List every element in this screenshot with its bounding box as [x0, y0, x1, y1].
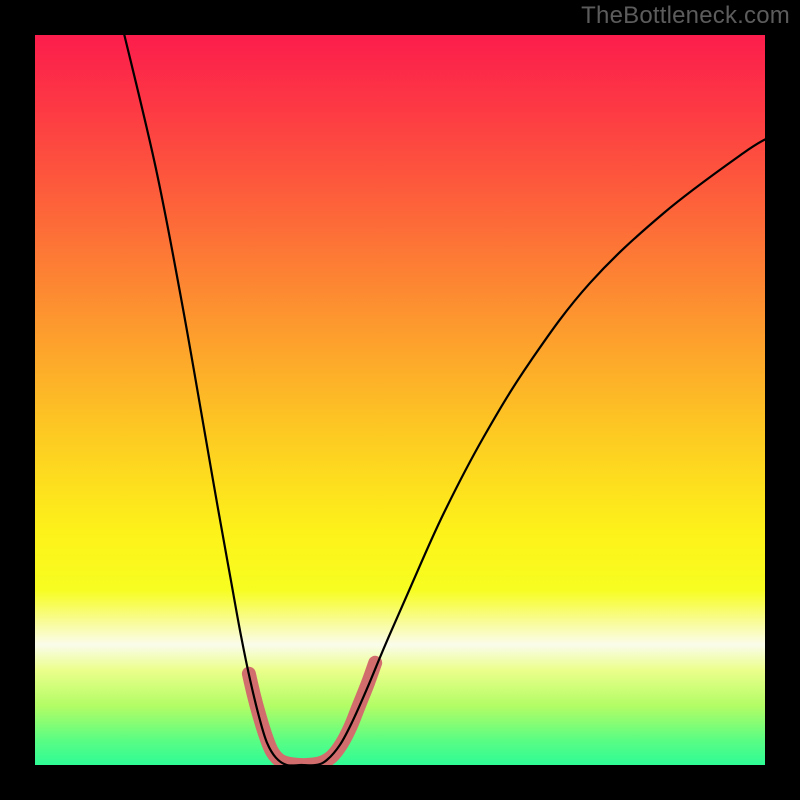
watermark-text: TheBottleneck.com	[581, 2, 790, 30]
gradient-panel	[35, 35, 765, 765]
chart-stage: TheBottleneck.com	[0, 0, 800, 800]
chart-svg	[0, 0, 800, 800]
